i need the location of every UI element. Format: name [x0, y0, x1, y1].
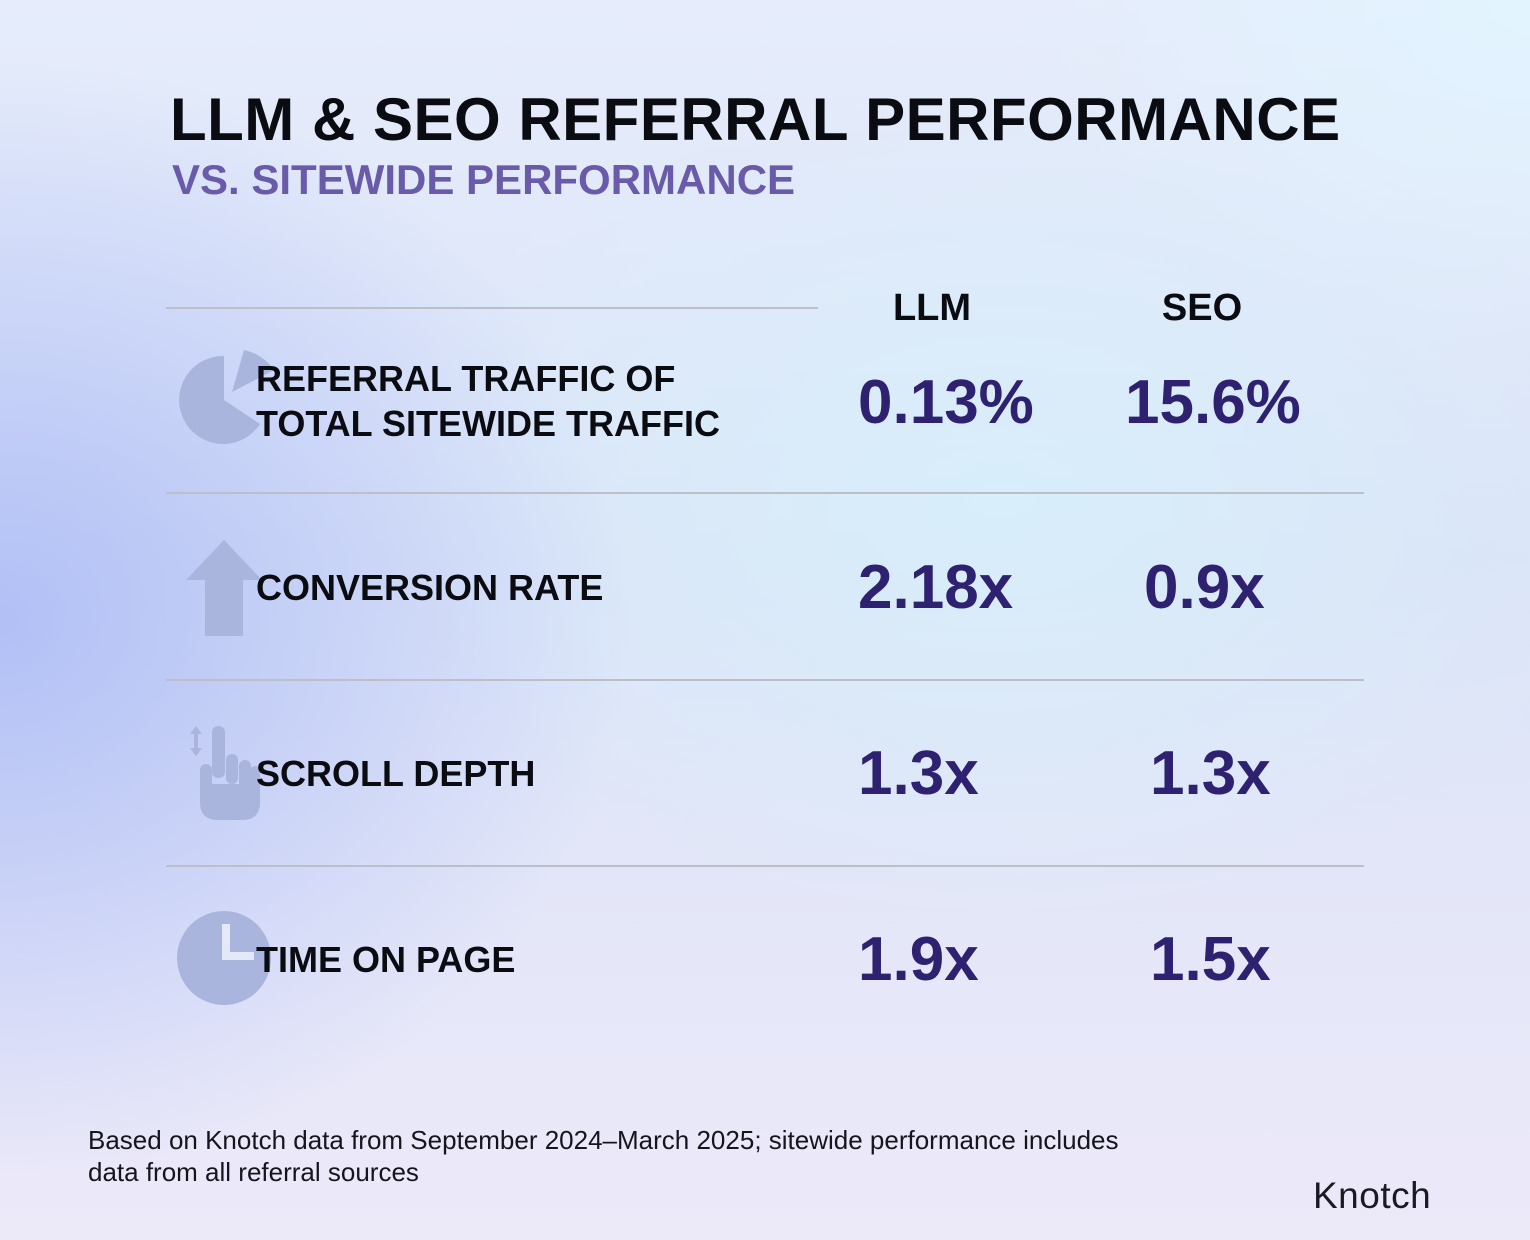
seo-value: 1.5x — [1150, 925, 1271, 994]
seo-value: 15.6% — [1125, 368, 1301, 437]
llm-value: 0.13% — [858, 368, 1034, 437]
scroll-hand-icon — [190, 726, 260, 820]
row-divider — [166, 679, 1364, 681]
seo-value: 1.3x — [1150, 739, 1271, 808]
seo-value: 0.9x — [1144, 553, 1265, 622]
row-divider — [166, 492, 1364, 494]
row-label: REFERRAL TRAFFIC OF TOTAL SITEWIDE TRAFF… — [256, 358, 720, 444]
llm-value: 1.9x — [858, 925, 979, 994]
header-divider — [166, 307, 818, 309]
row-label: TIME ON PAGE — [256, 939, 516, 980]
clock-icon — [177, 911, 271, 1005]
page-subtitle: VS. SITEWIDE PERFORMANCE — [172, 156, 796, 203]
row-label: SCROLL DEPTH — [256, 753, 536, 794]
llm-value: 2.18x — [858, 553, 1014, 622]
column-header-seo: SEO — [1161, 287, 1243, 329]
up-arrow-icon — [186, 540, 262, 636]
brand-logo: Knotch — [1313, 1175, 1432, 1216]
llm-value: 1.3x — [858, 739, 979, 808]
pie-chart-icon — [179, 350, 274, 444]
page-title: LLM & SEO REFERRAL PERFORMANCE — [170, 86, 1341, 153]
column-header-llm: LLM — [892, 287, 972, 329]
footnote: Based on Knotch data from September 2024… — [88, 1125, 1119, 1187]
row-label: CONVERSION RATE — [256, 567, 604, 608]
row-divider — [166, 865, 1364, 867]
